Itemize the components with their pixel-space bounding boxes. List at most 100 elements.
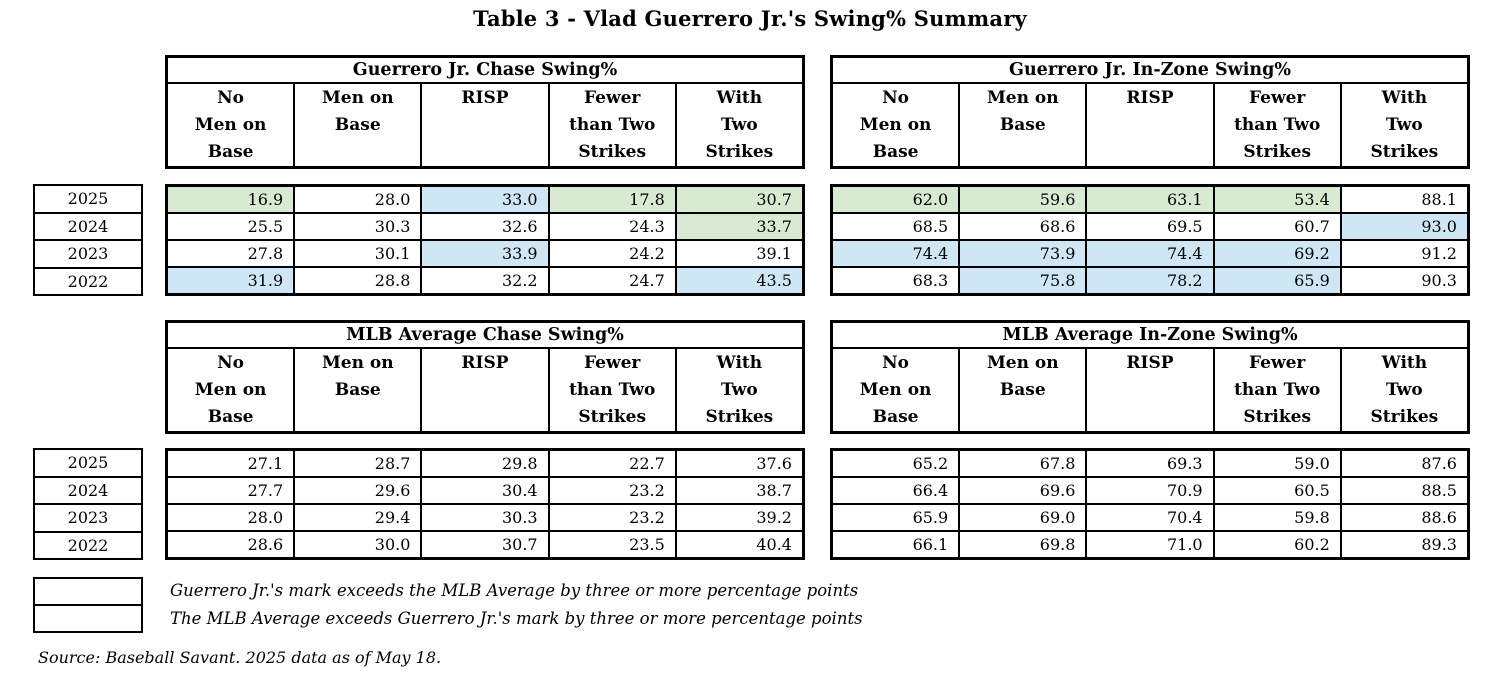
table-cell: 17.8 bbox=[549, 187, 675, 212]
table-cell: 90.3 bbox=[1341, 268, 1467, 293]
table-cell: 65.2 bbox=[833, 451, 959, 476]
table-cell: 30.3 bbox=[422, 505, 548, 530]
year-column-top: 2025 2024 2023 2022 bbox=[33, 184, 143, 296]
table-cell: 78.2 bbox=[1087, 268, 1213, 293]
column-header-with-two-strikes: With Two Strikes bbox=[1341, 349, 1467, 431]
guerrero-chase-table-header: Guerrero Jr. Chase Swing% No Men on Base… bbox=[165, 55, 805, 169]
table-cell: 27.1 bbox=[168, 451, 294, 476]
year-label: 2025 bbox=[35, 186, 141, 212]
legend-label-green: The MLB Average exceeds Guerrero Jr.'s m… bbox=[170, 609, 863, 628]
table-cell: 29.4 bbox=[295, 505, 421, 530]
column-header-risp: RISP bbox=[422, 84, 548, 166]
mlb-chase-table-header: MLB Average Chase Swing% No Men on Base … bbox=[165, 320, 805, 434]
table-cell: 27.8 bbox=[168, 241, 294, 266]
column-header-fewer-than-two-strikes: Fewer than Two Strikes bbox=[1214, 349, 1340, 431]
table-cell: 24.7 bbox=[549, 268, 675, 293]
column-header-risp: RISP bbox=[1087, 349, 1213, 431]
table-cell: 59.6 bbox=[960, 187, 1086, 212]
table-title: Guerrero Jr. In-Zone Swing% bbox=[833, 58, 1467, 82]
year-label: 2024 bbox=[35, 213, 141, 239]
mlb-inzone-table-header: MLB Average In-Zone Swing% No Men on Bas… bbox=[830, 320, 1470, 434]
legend bbox=[33, 577, 143, 633]
table-cell: 59.8 bbox=[1214, 505, 1340, 530]
table-cell: 67.8 bbox=[960, 451, 1086, 476]
table-cell: 74.4 bbox=[833, 241, 959, 266]
guerrero-chase-table-data: 16.9 28.0 33.0 17.8 30.7 25.5 30.3 32.6 … bbox=[165, 184, 805, 296]
column-header-men-on-base: Men on Base bbox=[295, 84, 421, 166]
page-title: Table 3 - Vlad Guerrero Jr.'s Swing% Sum… bbox=[473, 6, 1027, 31]
year-label: 2023 bbox=[35, 241, 141, 267]
table-cell: 68.6 bbox=[960, 214, 1086, 239]
table-cell: 28.0 bbox=[168, 505, 294, 530]
column-header-men-on-base: Men on Base bbox=[960, 349, 1086, 431]
table-cell: 30.1 bbox=[295, 241, 421, 266]
table-cell: 88.1 bbox=[1341, 187, 1467, 212]
table-cell: 60.2 bbox=[1214, 532, 1340, 557]
table-cell: 69.3 bbox=[1087, 451, 1213, 476]
table-cell: 74.4 bbox=[1087, 241, 1213, 266]
guerrero-inzone-table-data: 62.0 59.6 63.1 53.4 88.1 68.5 68.6 69.5 … bbox=[830, 184, 1470, 296]
column-header-with-two-strikes: With Two Strikes bbox=[676, 349, 802, 431]
table-cell: 30.3 bbox=[295, 214, 421, 239]
table-cell: 70.4 bbox=[1087, 505, 1213, 530]
table-cell: 29.8 bbox=[422, 451, 548, 476]
legend-swatch-green bbox=[35, 606, 141, 631]
column-header-with-two-strikes: With Two Strikes bbox=[676, 84, 802, 166]
column-header-men-on-base: Men on Base bbox=[295, 349, 421, 431]
table-cell: 60.7 bbox=[1214, 214, 1340, 239]
table-cell: 65.9 bbox=[833, 505, 959, 530]
column-header-men-on-base: Men on Base bbox=[960, 84, 1086, 166]
column-header-with-two-strikes: With Two Strikes bbox=[1341, 84, 1467, 166]
table-cell: 66.4 bbox=[833, 478, 959, 503]
column-header-fewer-than-two-strikes: Fewer than Two Strikes bbox=[549, 349, 675, 431]
column-header-risp: RISP bbox=[422, 349, 548, 431]
year-label: 2023 bbox=[35, 505, 141, 531]
table-cell: 24.3 bbox=[549, 214, 675, 239]
table-cell: 87.6 bbox=[1341, 451, 1467, 476]
table-cell: 25.5 bbox=[168, 214, 294, 239]
table-cell: 22.7 bbox=[549, 451, 675, 476]
table-cell: 69.2 bbox=[1214, 241, 1340, 266]
legend-label-blue: Guerrero Jr.'s mark exceeds the MLB Aver… bbox=[170, 581, 859, 600]
table-cell: 68.5 bbox=[833, 214, 959, 239]
column-header-no-men-on-base: No Men on Base bbox=[833, 84, 959, 166]
table-cell: 59.0 bbox=[1214, 451, 1340, 476]
table-cell: 69.6 bbox=[960, 478, 1086, 503]
table-cell: 39.1 bbox=[676, 241, 802, 266]
table-cell: 93.0 bbox=[1341, 214, 1467, 239]
mlb-chase-table-data: 27.1 28.7 29.8 22.7 37.6 27.7 29.6 30.4 … bbox=[165, 448, 805, 560]
table-cell: 39.2 bbox=[676, 505, 802, 530]
table-cell: 27.7 bbox=[168, 478, 294, 503]
table-cell: 24.2 bbox=[549, 241, 675, 266]
table-cell: 37.6 bbox=[676, 451, 802, 476]
table-cell: 28.6 bbox=[168, 532, 294, 557]
table-cell: 43.5 bbox=[676, 268, 802, 293]
table-cell: 40.4 bbox=[676, 532, 802, 557]
year-label: 2022 bbox=[35, 532, 141, 558]
table-cell: 89.3 bbox=[1341, 532, 1467, 557]
table-cell: 32.2 bbox=[422, 268, 548, 293]
table-cell: 53.4 bbox=[1214, 187, 1340, 212]
table-cell: 75.8 bbox=[960, 268, 1086, 293]
table-cell: 71.0 bbox=[1087, 532, 1213, 557]
year-label: 2022 bbox=[35, 268, 141, 294]
table-cell: 69.0 bbox=[960, 505, 1086, 530]
legend-swatch-blue bbox=[35, 579, 141, 604]
table-cell: 60.5 bbox=[1214, 478, 1340, 503]
table-cell: 65.9 bbox=[1214, 268, 1340, 293]
table-cell: 32.6 bbox=[422, 214, 548, 239]
table-cell: 33.9 bbox=[422, 241, 548, 266]
table-cell: 68.3 bbox=[833, 268, 959, 293]
year-column-bottom: 2025 2024 2023 2022 bbox=[33, 448, 143, 560]
table-cell: 30.0 bbox=[295, 532, 421, 557]
table-cell: 70.9 bbox=[1087, 478, 1213, 503]
table-cell: 16.9 bbox=[168, 187, 294, 212]
table-cell: 88.5 bbox=[1341, 478, 1467, 503]
table-cell: 30.7 bbox=[422, 532, 548, 557]
column-header-risp: RISP bbox=[1087, 84, 1213, 166]
table-cell: 66.1 bbox=[833, 532, 959, 557]
table-cell: 23.2 bbox=[549, 478, 675, 503]
table-cell: 69.8 bbox=[960, 532, 1086, 557]
year-label: 2024 bbox=[35, 477, 141, 503]
table-cell: 88.6 bbox=[1341, 505, 1467, 530]
